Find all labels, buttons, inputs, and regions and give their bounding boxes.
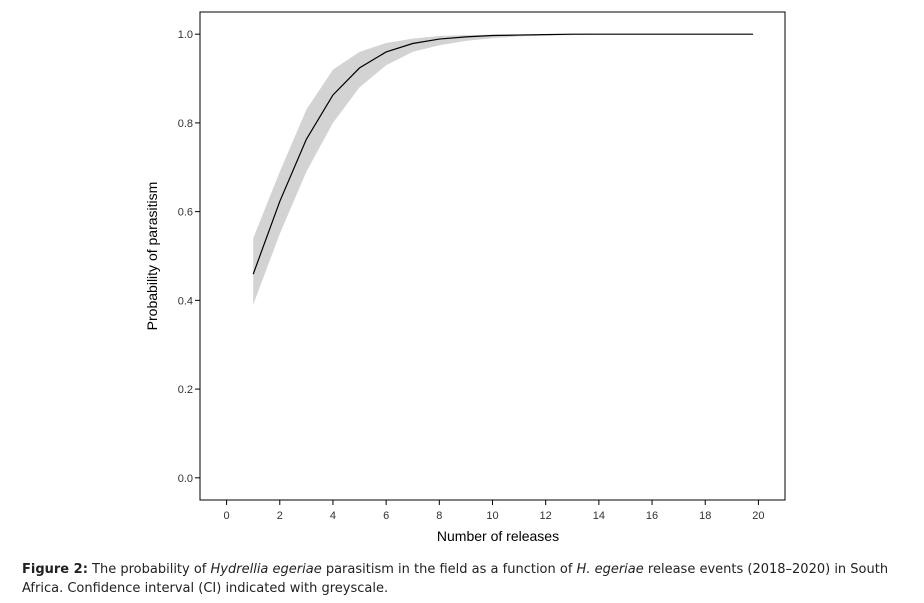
- confidence-band: [253, 34, 754, 305]
- y-tick-label: 0.4: [178, 295, 193, 307]
- y-tick-label: 0.2: [178, 384, 193, 396]
- y-tick-label: 1.0: [178, 29, 193, 41]
- x-axis-title: Number of releases: [437, 528, 559, 544]
- caption: Figure 2: The probability of Hydrellia e…: [22, 560, 917, 598]
- x-tick-label: 6: [383, 510, 389, 522]
- caption-label: Figure 2:: [22, 562, 88, 577]
- y-tick-label: 0.8: [178, 118, 193, 130]
- x-tick-label: 14: [593, 510, 605, 522]
- x-tick-label: 0: [224, 510, 230, 522]
- caption-text: parasitism in the field as a function of: [325, 562, 573, 577]
- x-tick-label: 8: [436, 510, 442, 522]
- y-tick-label: 0.6: [178, 207, 193, 219]
- caption-species: H. egeriae: [576, 562, 644, 577]
- chart: Number of releases Probability of parasi…: [144, 11, 786, 544]
- y-axis-title: Probability of parasitism: [144, 182, 160, 331]
- plot-frame: [199, 11, 786, 501]
- x-tick-label: 16: [646, 510, 658, 522]
- x-tick-label: 20: [752, 510, 764, 522]
- x-tick-label: 10: [486, 510, 498, 522]
- x-tick-label: 18: [699, 510, 711, 522]
- x-tick-label: 2: [277, 510, 283, 522]
- y-tick-label: 0.0: [178, 473, 193, 485]
- line: [252, 33, 754, 275]
- caption-text: The probability of: [92, 562, 207, 577]
- x-tick-label: 12: [540, 510, 552, 522]
- caption-text: release events (2018–2020) in South Afri…: [22, 562, 889, 596]
- caption-species: Hydrellia egeriae: [210, 562, 322, 577]
- x-tick-label: 4: [330, 510, 336, 522]
